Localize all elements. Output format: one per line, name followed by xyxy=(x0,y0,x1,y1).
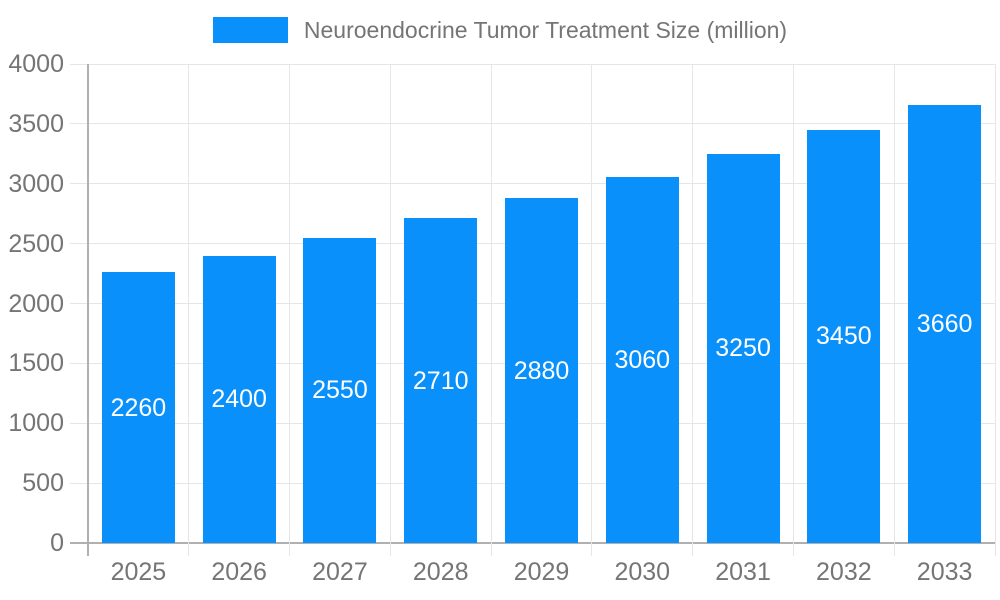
x-tick-label: 2029 xyxy=(513,558,570,586)
y-gridline xyxy=(70,123,995,125)
bar-value-label: 3060 xyxy=(614,345,671,374)
x-gridline xyxy=(994,64,996,556)
x-gridline xyxy=(289,64,291,556)
bar[interactable] xyxy=(807,129,881,543)
x-tick-label: 2032 xyxy=(816,558,872,586)
bar[interactable] xyxy=(404,218,478,543)
y-tick-label: 1000 xyxy=(8,409,64,438)
bar[interactable] xyxy=(505,198,578,543)
y-tick-label: 3500 xyxy=(8,109,64,138)
bar[interactable] xyxy=(101,272,175,543)
x-gridline xyxy=(389,64,391,556)
x-gridline xyxy=(792,64,794,556)
y-tick-label: 0 xyxy=(50,529,64,557)
y-tick-label: 2500 xyxy=(8,229,64,258)
y-tick-label: 4000 xyxy=(8,50,64,78)
x-axis-baseline xyxy=(70,542,995,544)
x-tick-label: 2031 xyxy=(715,558,771,586)
y-gridline xyxy=(70,63,995,65)
y-gridline xyxy=(70,183,995,185)
bar-value-label: 2550 xyxy=(312,376,368,405)
x-tick-label: 2026 xyxy=(211,558,267,586)
x-tick-label: 2033 xyxy=(916,558,973,586)
x-gridline xyxy=(188,64,190,556)
bar-value-label: 2880 xyxy=(513,356,570,385)
x-tick-label: 2030 xyxy=(614,558,671,586)
legend: Neuroendocrine Tumor Treatment Size (mil… xyxy=(0,15,1000,45)
x-gridline xyxy=(591,64,593,556)
y-tick-label: 3000 xyxy=(8,169,64,198)
y-tick-label: 2000 xyxy=(8,289,64,318)
bar[interactable] xyxy=(706,153,780,543)
bar-value-label: 2710 xyxy=(412,366,469,395)
bar-value-label: 3450 xyxy=(816,322,872,351)
bar[interactable] xyxy=(303,237,377,543)
y-tick-label: 1500 xyxy=(8,349,64,378)
bar-value-label: 3250 xyxy=(715,334,771,363)
x-tick-label: 2028 xyxy=(412,558,469,586)
bar[interactable] xyxy=(605,176,679,543)
bar-value-label: 2400 xyxy=(211,385,267,414)
y-tick-label: 500 xyxy=(22,469,64,498)
x-tick-label: 2025 xyxy=(110,558,167,586)
bar-value-label: 3660 xyxy=(916,309,973,338)
legend-swatch[interactable] xyxy=(212,17,288,43)
bar[interactable] xyxy=(908,104,982,543)
x-tick-label: 2027 xyxy=(312,558,368,586)
x-gridline xyxy=(490,64,492,556)
y-axis-line xyxy=(87,64,89,556)
legend-label: Neuroendocrine Tumor Treatment Size (mil… xyxy=(303,16,788,43)
x-gridline xyxy=(692,64,694,556)
x-gridline xyxy=(893,64,895,556)
bar-value-label: 2260 xyxy=(110,393,167,422)
bar[interactable] xyxy=(202,255,276,543)
